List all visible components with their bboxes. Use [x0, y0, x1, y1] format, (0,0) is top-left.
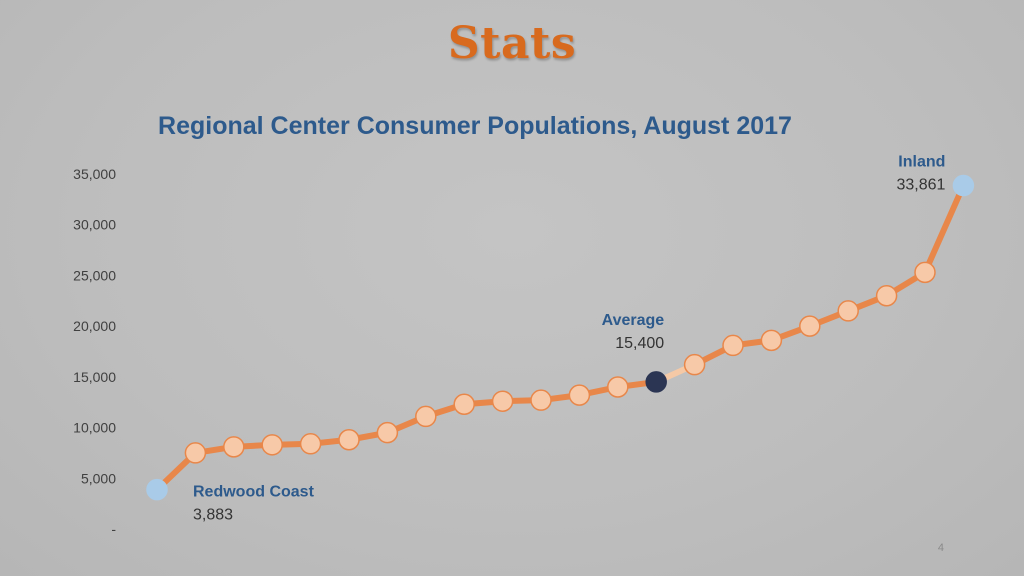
- series-markers: [146, 174, 975, 501]
- data-point: [338, 428, 360, 451]
- data-point: [607, 376, 629, 398]
- data-point: [722, 334, 744, 357]
- y-tick-label: 20,000: [73, 318, 116, 334]
- page-number: 4: [937, 542, 944, 554]
- data-point: [299, 433, 322, 455]
- y-axis: - 5,000 10,000 15,000 20,000 25,000 30,000 35,0…: [73, 166, 116, 537]
- data-point: [837, 300, 859, 322]
- data-point: [261, 434, 283, 456]
- annotation-value: 33,861: [896, 177, 945, 194]
- annotation-name: Average: [602, 312, 665, 329]
- slide-title: Stats: [447, 18, 577, 69]
- data-point: [568, 384, 591, 406]
- y-tick-label: 35,000: [73, 166, 116, 182]
- annotation-value: 3,883: [193, 507, 233, 524]
- data-point: [223, 436, 245, 458]
- data-point: [645, 371, 667, 393]
- annotation-value: 15,400: [615, 335, 664, 352]
- data-point: [376, 421, 399, 444]
- y-tick-label: 10,000: [73, 420, 116, 436]
- y-tick-label: -: [111, 521, 116, 537]
- data-point: [491, 390, 514, 412]
- chart-title: Regional Center Consumer Populations, Au…: [158, 112, 792, 140]
- data-point: [415, 405, 437, 428]
- y-tick-label: 15,000: [73, 369, 116, 385]
- data-point: [683, 353, 706, 376]
- annotation-name: Inland: [898, 154, 945, 171]
- y-tick-label: 25,000: [73, 267, 116, 283]
- data-point: [875, 284, 898, 307]
- data-point: [453, 393, 475, 415]
- data-point: [760, 329, 783, 352]
- series-line-segment: [922, 182, 967, 276]
- annotation-name: Redwood Coast: [193, 484, 315, 501]
- y-tick-label: 30,000: [73, 217, 116, 233]
- data-point: [914, 261, 936, 284]
- annotations: Redwood Coast 3,883 Average 15,400 Inland 33,…: [193, 154, 946, 524]
- data-point: [146, 478, 168, 501]
- y-tick-label: 5,000: [81, 470, 116, 486]
- data-point: [184, 442, 207, 464]
- data-point: [799, 315, 821, 337]
- data-point: [530, 389, 552, 411]
- data-point: [952, 174, 975, 197]
